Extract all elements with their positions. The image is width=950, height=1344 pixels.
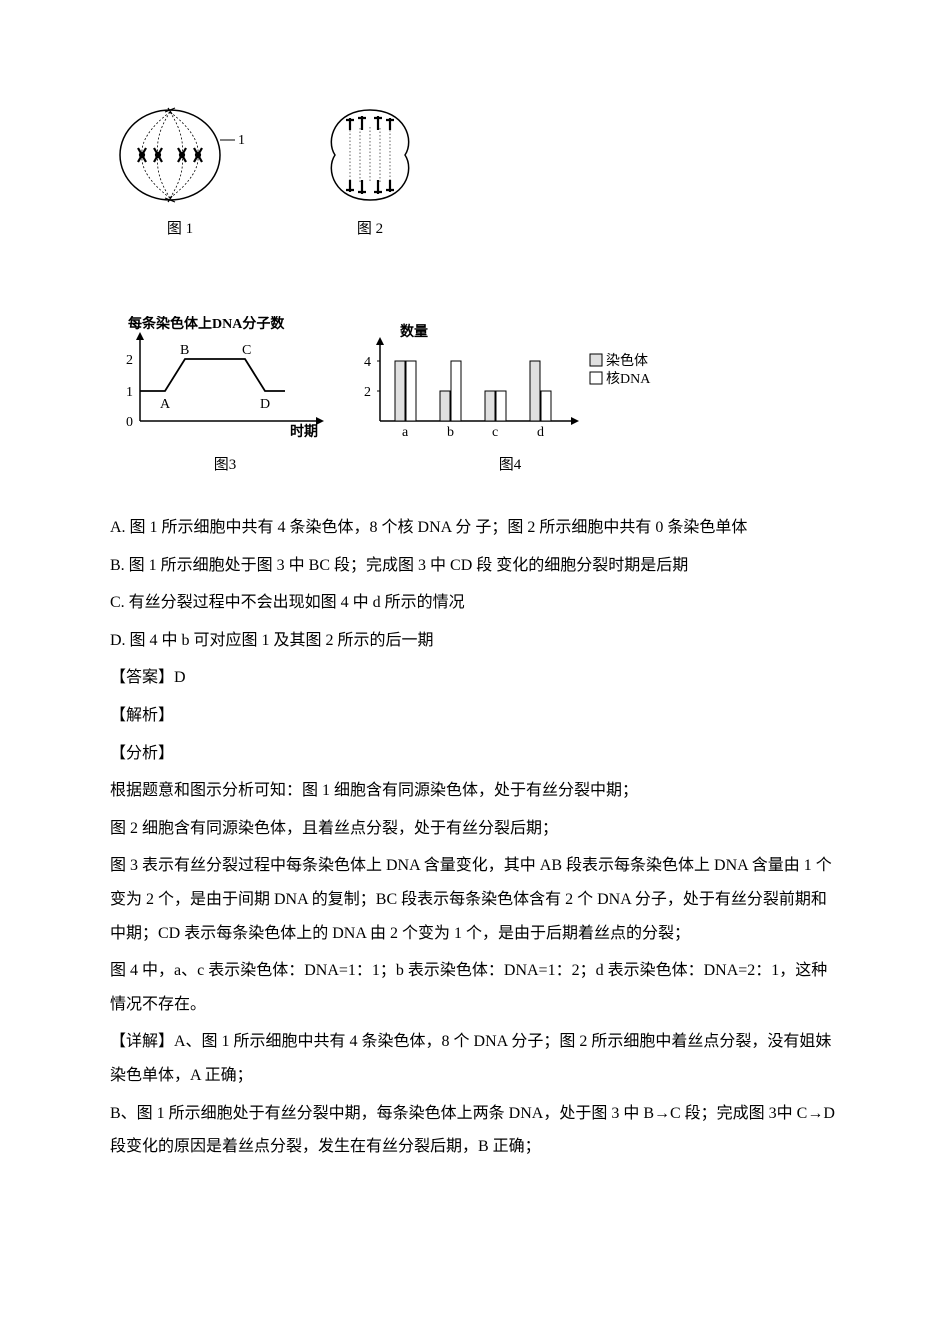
detail-a: 【详解】A、图 1 所示细胞中共有 4 条染色体，8 个 DNA 分子；图 2 …: [110, 1025, 840, 1092]
figure-4: 数量 2 4 a b: [350, 316, 670, 482]
bar-a-chrom: [395, 361, 405, 421]
dna-per-chromosome-chart: 每条染色体上DNA分子数 0 1 2 A B C D 时期: [110, 316, 340, 446]
figure-2: 图 2: [310, 100, 430, 246]
fig3-pt-C: C: [242, 343, 251, 358]
fig4-cat-a: a: [402, 425, 409, 440]
answer-line: 【答案】D: [110, 661, 840, 695]
legend-dna-swatch: [590, 372, 602, 384]
figure-1-caption: 图 1: [167, 214, 193, 246]
bar-b-dna: [451, 361, 461, 421]
fig4-tick-4: 4: [364, 355, 371, 370]
figure-3: 每条染色体上DNA分子数 0 1 2 A B C D 时期 图3: [110, 316, 340, 482]
figures-row-2: 每条染色体上DNA分子数 0 1 2 A B C D 时期 图3: [110, 316, 840, 482]
explain-line: 【解析】: [110, 699, 840, 733]
legend-dna-label: 核DNA: [606, 371, 651, 387]
option-c: C. 有丝分裂过程中不会出现如图 4 中 d 所示的情况: [110, 586, 840, 620]
legend-chrom-swatch: [590, 354, 602, 366]
figure-1: 1 图 1: [110, 100, 250, 246]
fig4-ylabel: 数量: [400, 323, 428, 340]
analysis-p1: 根据题意和图示分析可知：图 1 细胞含有同源染色体，处于有丝分裂中期；: [110, 774, 840, 808]
bar-d-chrom: [530, 361, 540, 421]
detail-b: B、图 1 所示细胞处于有丝分裂中期，每条染色体上两条 DNA，处于图 3 中 …: [110, 1097, 840, 1164]
figure-2-caption: 图 2: [357, 214, 383, 246]
cell-metaphase-diagram: 1: [110, 100, 250, 210]
option-b: B. 图 1 所示细胞处于图 3 中 BC 段；完成图 3 中 CD 段 变化的…: [110, 549, 840, 583]
bar-a-dna: [406, 361, 416, 421]
fig3-tick-0: 0: [126, 415, 133, 430]
fig4-cat-c: c: [492, 425, 498, 440]
page-content: 1 图 1: [0, 0, 950, 1224]
fig3-xlabel: 时期: [290, 423, 318, 440]
analyse-line: 【分析】: [110, 737, 840, 771]
bar-d-dna: [541, 391, 551, 421]
fig4-tick-2: 2: [364, 385, 371, 400]
fig3-tick-1: 1: [126, 385, 133, 400]
fig3-pt-A: A: [160, 397, 171, 412]
bar-b-chrom: [440, 391, 450, 421]
option-d: D. 图 4 中 b 可对应图 1 及其图 2 所示的后一期: [110, 624, 840, 658]
fig3-ylabel: 每条染色体上DNA分子数: [128, 316, 285, 332]
bar-c-dna: [496, 391, 506, 421]
figure-3-caption: 图3: [214, 450, 237, 482]
analysis-p4: 图 4 中，a、c 表示染色体：DNA=1：1；b 表示染色体：DNA=1：2；…: [110, 954, 840, 1021]
option-a: A. 图 1 所示细胞中共有 4 条染色体，8 个核 DNA 分 子；图 2 所…: [110, 511, 840, 545]
analysis-p3: 图 3 表示有丝分裂过程中每条染色体上 DNA 含量变化，其中 AB 段表示每条…: [110, 849, 840, 950]
figures-row-1: 1 图 1: [110, 100, 840, 246]
fig3-tick-2: 2: [126, 353, 133, 368]
bar-c-chrom: [485, 391, 495, 421]
legend-chrom-label: 染色体: [606, 352, 648, 369]
fig4-cat-b: b: [447, 425, 454, 440]
figure-4-caption: 图4: [499, 450, 522, 482]
fig4-cat-d: d: [537, 425, 544, 440]
cell-anaphase-diagram: [310, 100, 430, 210]
analysis-p2: 图 2 细胞含有同源染色体，且着丝点分裂，处于有丝分裂后期；: [110, 812, 840, 846]
fig3-pt-B: B: [180, 343, 189, 358]
fig1-label-1: 1: [238, 133, 245, 148]
fig3-pt-D: D: [260, 397, 270, 412]
count-bar-chart: 数量 2 4 a b: [350, 316, 670, 446]
